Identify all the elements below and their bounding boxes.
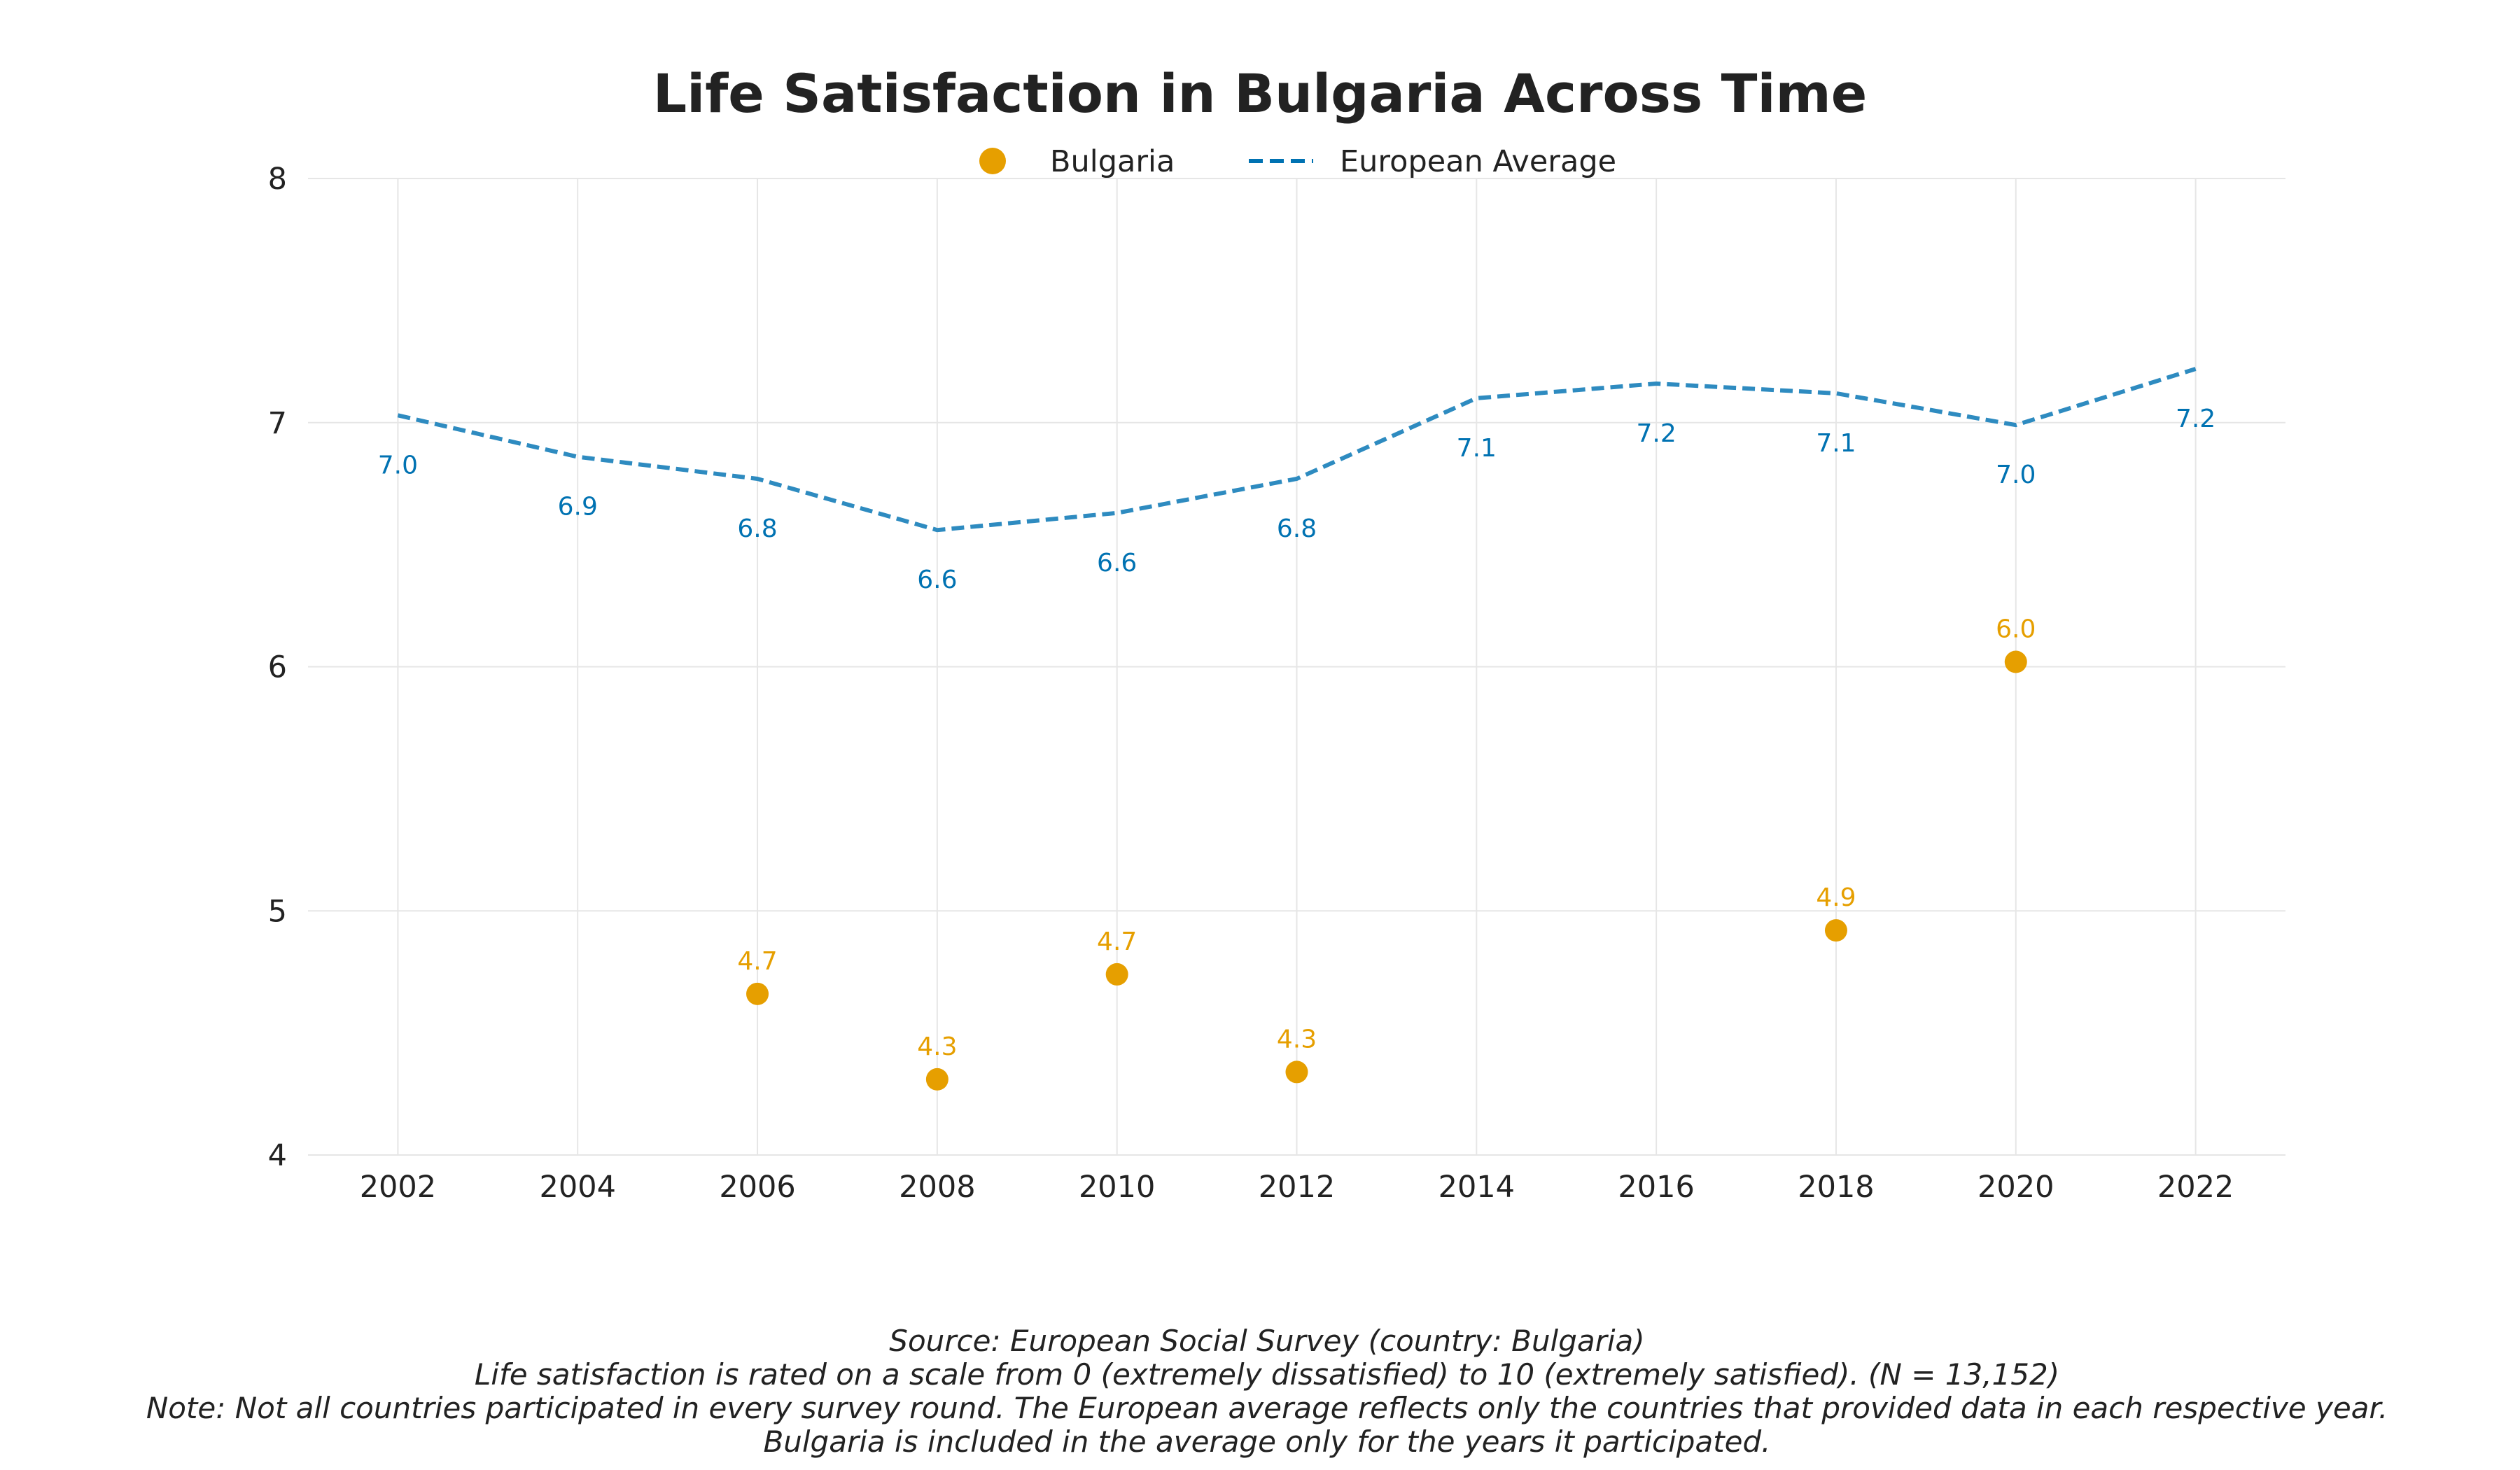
bulgaria-label-2008: 4.3	[917, 1032, 957, 1061]
footer-bulgaria-note: Bulgaria is included in the average only…	[763, 1424, 1770, 1459]
european-average-label-2002: 7.0	[378, 451, 418, 479]
x-tick-label-2022: 2022	[2157, 1170, 2234, 1205]
european-average-label-2004: 6.9	[558, 493, 598, 522]
y-tick-label-4: 4	[268, 1138, 287, 1173]
y-tick-label-5: 5	[268, 894, 287, 929]
series: 7.0 6.9 6.8 6.6 6.6 6.8 7.1 7.2 7.1 7.0 7.2 4.7 4.3 4…	[378, 367, 2216, 1091]
legend-label-bulgaria: Bulgaria	[1050, 144, 1175, 179]
bulgaria-label-2012: 4.3	[1277, 1025, 1317, 1054]
axes: 4 5 6 7 8 2002 2004 2006 2008 2010 2012 2014 2016 201…	[268, 162, 2234, 1205]
x-tick-label-2002: 2002	[360, 1170, 436, 1205]
bulgaria-point-2006	[746, 982, 769, 1005]
european-average-label-2022: 7.2	[2176, 405, 2216, 433]
legend-marker-bulgaria	[979, 148, 1006, 174]
chart-title: Life Satisfaction in Bulgaria Across Tim…	[653, 62, 1868, 125]
y-tick-label-8: 8	[268, 162, 287, 197]
european-average-label-2016: 7.2	[1637, 419, 1676, 448]
bulgaria-point-2008	[925, 1068, 948, 1091]
bulgaria-point-2012	[1285, 1060, 1308, 1084]
european-average-label-2014: 7.1	[1457, 434, 1497, 463]
x-tick-label-2018: 2018	[1798, 1170, 1874, 1205]
x-tick-label-2006: 2006	[719, 1170, 795, 1205]
x-tick-label-2012: 2012	[1259, 1170, 1335, 1205]
bulgaria-label-2010: 4.7	[1097, 927, 1137, 956]
footer-notes: Source: European Social Survey (country:…	[146, 1324, 2388, 1459]
european-average-label-2010: 6.6	[1097, 549, 1137, 578]
footer-scale-note: Life satisfaction is rated on a scale fr…	[475, 1357, 2059, 1392]
x-tick-label-2014: 2014	[1438, 1170, 1515, 1205]
bulgaria-point-2018	[1824, 919, 1847, 942]
gridlines	[308, 178, 2286, 1156]
legend-label-european-average: European Average	[1340, 144, 1616, 179]
bulgaria-label-2006: 4.7	[737, 947, 777, 976]
bulgaria-label-2018: 4.9	[1816, 883, 1856, 912]
y-tick-label-7: 7	[268, 406, 287, 441]
european-average-label-2006: 6.8	[737, 514, 777, 543]
x-tick-label-2016: 2016	[1618, 1170, 1694, 1205]
european-average-label-2018: 7.1	[1816, 429, 1856, 458]
bulgaria-label-2020: 6.0	[1996, 615, 2036, 644]
bulgaria-point-2010	[1105, 962, 1128, 986]
y-tick-label-6: 6	[268, 650, 287, 685]
european-average-label-2012: 6.8	[1277, 514, 1317, 543]
european-average-label-2020: 7.0	[1996, 461, 2036, 489]
legend: Bulgaria European Average	[979, 144, 1616, 179]
x-tick-label-2008: 2008	[899, 1170, 975, 1205]
european-average-label-2008: 6.6	[917, 566, 957, 594]
footer-participation-note: Note: Not all countries participated in …	[146, 1391, 2388, 1425]
footer-source: Source: European Social Survey (country:…	[889, 1324, 1644, 1358]
european-average-line	[397, 367, 2197, 533]
x-tick-label-2010: 2010	[1079, 1170, 1155, 1205]
x-tick-label-2020: 2020	[1977, 1170, 2054, 1205]
bulgaria-point-2020	[2004, 650, 2027, 673]
x-tick-label-2004: 2004	[540, 1170, 616, 1205]
